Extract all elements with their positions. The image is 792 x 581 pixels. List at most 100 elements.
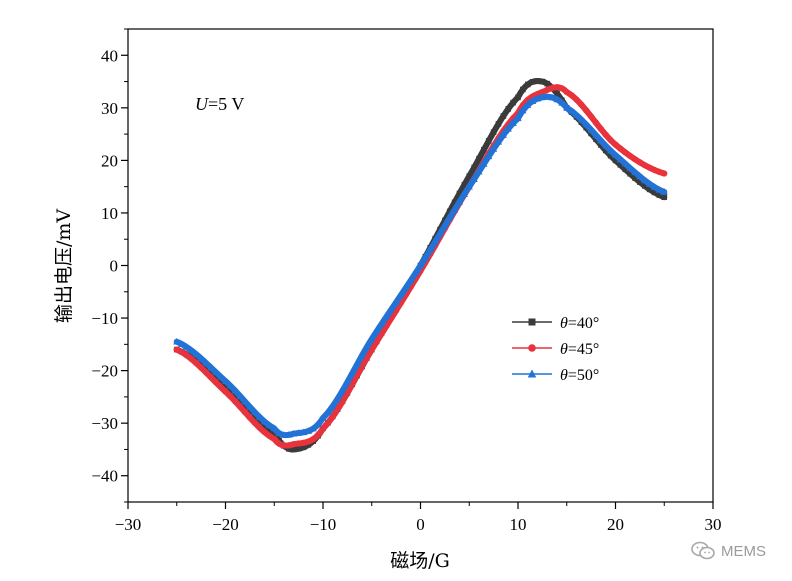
data-point	[583, 107, 590, 114]
annotation-symbol: U	[195, 94, 209, 114]
data-point	[217, 379, 224, 385]
data-point	[241, 409, 249, 416]
data-point	[193, 360, 200, 367]
data-point	[232, 392, 239, 399]
data-point	[387, 305, 395, 313]
data-point	[368, 346, 375, 353]
data-point	[519, 106, 527, 114]
data-point	[436, 230, 444, 237]
data-point	[363, 354, 370, 361]
data-point	[207, 374, 214, 381]
data-point	[529, 79, 536, 85]
data-point	[295, 445, 302, 452]
data-point	[607, 136, 614, 144]
data-point	[543, 93, 551, 100]
data-point	[256, 424, 263, 431]
legend-item: θ=45°	[512, 341, 599, 358]
data-point	[290, 441, 297, 448]
data-point	[446, 213, 454, 221]
y-tick-label: −40	[91, 467, 118, 486]
data-point	[504, 125, 512, 132]
data-point	[622, 149, 629, 156]
legend-marker	[528, 344, 536, 352]
data-point	[612, 157, 619, 164]
data-point	[363, 343, 371, 350]
x-tick-label: 10	[510, 515, 527, 534]
data-point	[553, 95, 561, 103]
data-point	[646, 164, 653, 171]
data-point	[426, 246, 434, 253]
data-point	[660, 188, 668, 195]
data-point	[520, 86, 526, 93]
data-point	[237, 397, 243, 404]
data-point	[568, 107, 576, 114]
data-point	[295, 429, 303, 436]
data-point	[334, 406, 341, 413]
data-point	[315, 431, 322, 439]
x-tick-label: −30	[115, 515, 142, 534]
data-point	[275, 429, 283, 436]
data-point	[650, 183, 659, 190]
data-point	[256, 418, 263, 425]
axes-layer: −30 −20 −10 0 10 20 30 −40 −30 −20 −10 0 10 20 30 40	[91, 28, 722, 534]
data-point	[539, 78, 546, 85]
data-point	[631, 168, 639, 176]
data-point	[631, 156, 639, 163]
data-point	[173, 346, 180, 353]
y-tick-label: 20	[101, 151, 118, 170]
x-axis-title: 磁场/G	[390, 550, 450, 572]
data-point	[627, 152, 634, 160]
data-point	[339, 398, 346, 405]
data-point	[500, 113, 507, 119]
data-point	[286, 446, 292, 452]
data-point	[242, 403, 248, 409]
data-point	[182, 343, 191, 350]
data-point	[451, 205, 459, 213]
data-point	[490, 129, 497, 135]
data-point	[632, 175, 638, 181]
data-point	[637, 179, 643, 185]
data-point	[470, 175, 478, 182]
data-point	[188, 355, 195, 363]
data-point	[343, 378, 351, 385]
data-point	[554, 90, 560, 97]
data-point	[212, 368, 220, 375]
data-point	[197, 354, 205, 362]
data-point	[183, 352, 190, 359]
data-point	[334, 394, 342, 402]
data-point	[548, 93, 556, 101]
data-point	[636, 172, 644, 180]
x-tick-label: 0	[416, 515, 425, 534]
data-point	[577, 115, 585, 123]
data-point	[271, 435, 278, 443]
data-point	[656, 168, 663, 176]
data-point	[563, 104, 571, 111]
y-tick-label: 0	[110, 257, 119, 276]
data-point	[358, 351, 366, 359]
data-point	[558, 85, 565, 92]
data-point	[305, 438, 312, 445]
data-point	[592, 119, 600, 126]
data-point	[212, 379, 219, 386]
data-point	[509, 119, 517, 127]
data-point	[178, 340, 186, 347]
data-point	[402, 283, 410, 291]
data-point	[241, 397, 249, 405]
data-point	[344, 389, 351, 397]
data-point	[461, 181, 468, 188]
data-point	[592, 131, 600, 139]
legend: θ=40° θ=45° θ=50°	[512, 315, 599, 384]
data-point	[353, 360, 361, 368]
wechat-icon	[691, 541, 715, 560]
data-point	[651, 189, 658, 196]
data-point	[378, 330, 385, 338]
y-tick-label: −30	[91, 414, 118, 433]
data-point	[373, 338, 380, 345]
data-point	[597, 136, 605, 144]
data-point	[324, 419, 331, 427]
data-point	[354, 372, 361, 379]
data-point	[256, 413, 264, 420]
data-point	[617, 145, 624, 152]
data-point	[217, 372, 225, 380]
data-point	[251, 413, 258, 420]
